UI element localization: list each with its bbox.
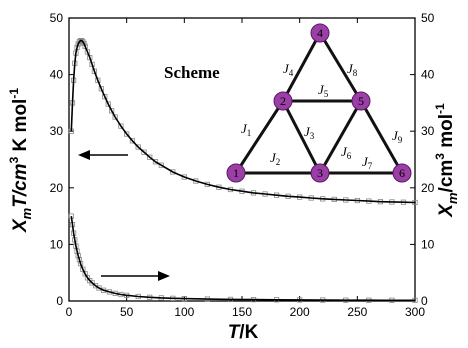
scheme-node-1	[226, 163, 246, 183]
left-y-tick-label: 40	[50, 68, 64, 82]
left-y-tick-label: 10	[50, 237, 64, 251]
coupling-label: J7	[362, 154, 373, 171]
coupling-label: J5	[318, 82, 329, 99]
scheme-node-4	[310, 23, 330, 43]
scheme-node-3	[310, 163, 330, 183]
coupling-label: J6	[341, 144, 352, 161]
exchange-scheme-inset: Scheme J1 J2 J3 J4 J5 J6 J7 J8 J9 1 2 3 4 5 6	[164, 23, 412, 183]
coupling-label: J1	[241, 121, 251, 138]
data-point-left	[170, 169, 176, 175]
right-axis-arrow	[101, 271, 170, 281]
right-y-tick-label: 10	[421, 237, 435, 251]
right-y-axis-title: Xm/cm3 mol-1	[433, 103, 460, 218]
data-point-left	[105, 101, 111, 107]
x-tick-label: 250	[347, 305, 367, 319]
coupling-label: J3	[304, 124, 315, 141]
fit-line-left	[70, 39, 416, 204]
left-y-axis-ticks: 0 10 20 30 40 50	[50, 11, 74, 308]
scheme-node-6	[392, 163, 412, 183]
data-point-right	[89, 280, 95, 286]
data-point-left	[102, 94, 108, 100]
data-point-left	[135, 144, 141, 150]
data-point-left	[129, 138, 136, 144]
data-point-left	[124, 131, 130, 137]
coupling-label: J8	[347, 61, 358, 78]
scheme-edges	[234, 32, 404, 175]
scheme-node-label: 4	[317, 26, 323, 40]
x-tick-label: 150	[232, 305, 252, 319]
x-tick-label: 100	[174, 305, 194, 319]
x-axis-ticks: 0 50 100 150 200 250 300	[66, 18, 425, 319]
data-point-left	[141, 149, 147, 155]
left-y-tick-label: 30	[50, 124, 64, 138]
scheme-edge	[318, 32, 363, 102]
x-tick-label: 300	[405, 305, 425, 319]
coupling-label: J4	[283, 61, 294, 78]
x-tick-label: 0	[66, 305, 73, 319]
scheme-edge	[318, 100, 363, 174]
data-point-left	[158, 162, 164, 168]
left-y-tick-label: 50	[50, 11, 64, 25]
data-point-left	[98, 86, 104, 92]
scheme-node-5	[351, 91, 371, 111]
right-y-tick-label: 50	[421, 11, 435, 25]
scheme-node-label: 6	[399, 166, 405, 180]
data-point-left	[112, 114, 118, 120]
left-y-axis-title: XmT/cm3 K mol-1	[7, 88, 34, 233]
right-y-axis-ticks: 0 10 20 30 40 50	[410, 11, 435, 308]
x-tick-label: 200	[290, 305, 310, 319]
scheme-node-label: 1	[233, 166, 239, 180]
coupling-label: J9	[392, 128, 403, 145]
data-point-left	[109, 108, 115, 114]
right-y-tick-label: 30	[421, 124, 435, 138]
scheme-nodes: 1 2 3 4 5 6	[226, 23, 412, 183]
scheme-node-label: 3	[317, 166, 323, 180]
scheme-edge	[359, 100, 404, 174]
fit-lines	[70, 39, 416, 302]
data-point-left	[84, 49, 91, 55]
scheme-node-2	[273, 91, 293, 111]
right-y-tick-label: 40	[421, 68, 435, 82]
x-axis-title: T/K	[228, 322, 259, 343]
right-y-tick-label: 0	[421, 294, 428, 308]
left-y-tick-label: 0	[56, 294, 63, 308]
scheme-title: Scheme	[164, 63, 220, 82]
scheme-edge	[234, 100, 285, 174]
left-axis-arrow	[78, 150, 128, 160]
x-tick-label: 50	[120, 305, 134, 319]
data-point-left	[118, 123, 124, 129]
scheme-node-label: 5	[358, 94, 364, 108]
scheme-edge	[281, 32, 322, 102]
left-y-tick-label: 20	[50, 181, 64, 195]
scheme-node-label: 2	[280, 94, 286, 108]
data-point-left	[82, 43, 88, 49]
scheme-edge	[281, 100, 322, 174]
coupling-label: J2	[270, 150, 280, 167]
fit-line-right	[70, 215, 415, 302]
data-point-left	[152, 159, 159, 165]
data-point-left	[147, 154, 153, 160]
scheme-coupling-labels: J1 J2 J3 J4 J5 J6 J7 J8 J9	[241, 61, 403, 171]
right-y-tick-label: 20	[421, 181, 435, 195]
